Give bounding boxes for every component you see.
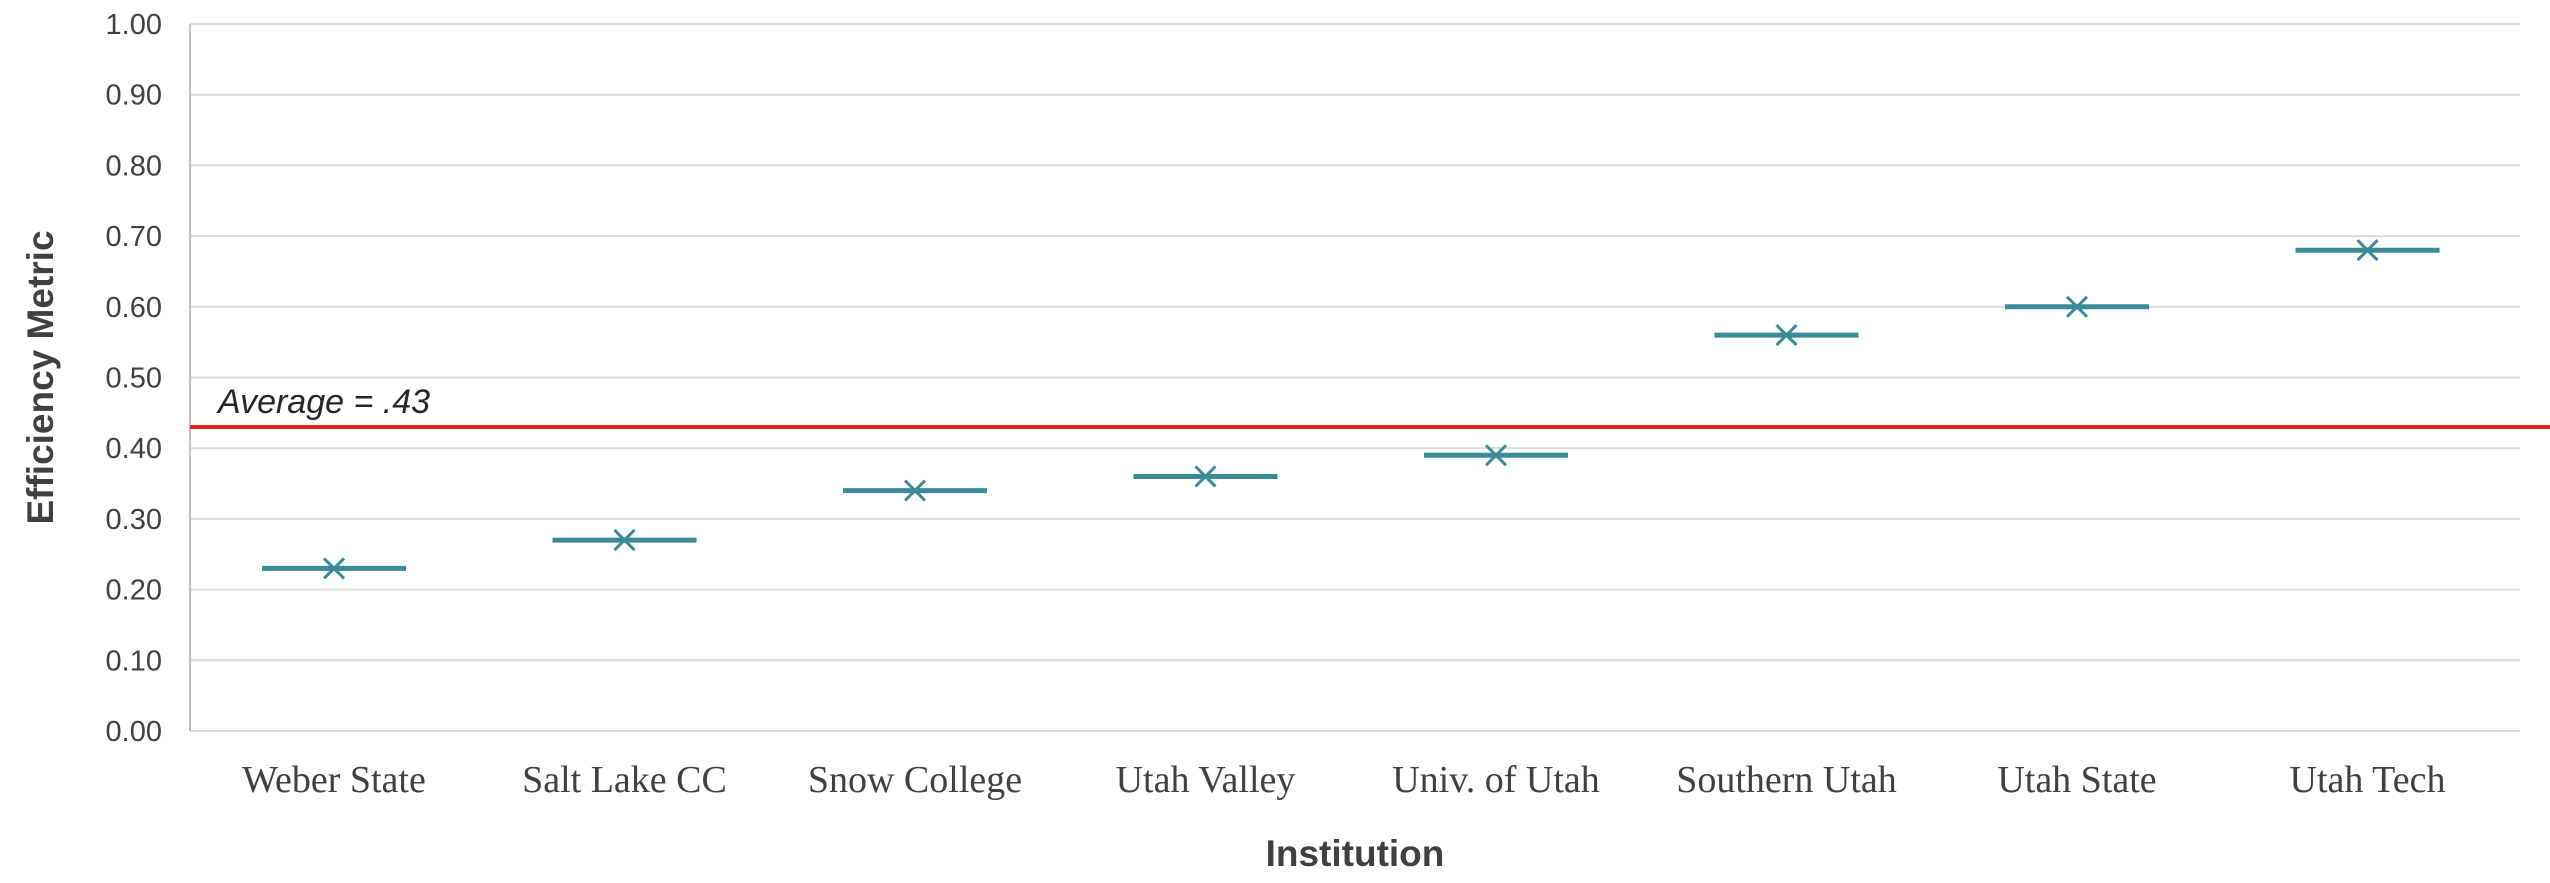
data-point: [2005, 295, 2149, 318]
y-tick-labels: 0.00 0.10 0.20 0.30 0.40 0.50 0.60 0.70 0.80 0.90…: [106, 9, 162, 748]
gridlines: [189, 23, 2520, 732]
x-category-labels: Weber State Salt Lake CC Snow College Utah …: [242, 759, 2445, 801]
data-point: [843, 479, 987, 502]
point-marker-stroke: [1484, 444, 1508, 467]
y-tick-label: 0.50: [106, 363, 162, 395]
y-tick-label: 0.30: [106, 504, 162, 536]
y-tick-label: 0.80: [106, 150, 162, 182]
x-category-label: Southern Utah: [1676, 759, 1897, 801]
x-category-label: Univ. of Utah: [1392, 759, 1600, 801]
y-tick-label: 0.90: [106, 80, 162, 112]
point-marker-stroke: [2065, 295, 2089, 318]
x-category-label: Weber State: [242, 759, 426, 801]
data-point: [2295, 239, 2440, 262]
y-tick-label: 0.60: [106, 292, 162, 324]
average-reference: Average = .43: [190, 383, 2550, 429]
y-axis-title: Efficiency Metric: [20, 230, 61, 524]
y-tick-label: 1.00: [106, 9, 162, 41]
x-category-label: Salt Lake CC: [522, 759, 727, 801]
point-marker-stroke: [903, 479, 927, 502]
point-marker-stroke: [1775, 324, 1798, 347]
y-tick-label: 0.10: [106, 645, 162, 677]
x-category-label: Utah Valley: [1116, 759, 1296, 801]
y-tick-label: 0.00: [106, 716, 162, 748]
data-point: [1424, 444, 1568, 467]
data-point: [1133, 465, 1278, 488]
data-point: [552, 529, 697, 552]
y-tick-label: 0.70: [106, 221, 162, 253]
data-marks: [262, 239, 2440, 580]
x-category-label: Utah State: [1997, 759, 2156, 801]
x-axis-title: Institution: [1266, 833, 1445, 874]
point-marker-stroke: [2356, 239, 2379, 262]
x-category-label: Snow College: [808, 759, 1022, 801]
data-point: [262, 557, 406, 580]
average-label: Average = .43: [216, 383, 430, 421]
y-tick-label: 0.40: [106, 433, 162, 465]
x-category-label: Utah Tech: [2290, 759, 2446, 801]
point-marker-stroke: [613, 529, 636, 552]
point-marker-stroke: [1194, 465, 1217, 488]
data-point: [1714, 324, 1859, 347]
y-tick-label: 0.20: [106, 575, 162, 607]
point-marker-stroke: [322, 557, 346, 580]
